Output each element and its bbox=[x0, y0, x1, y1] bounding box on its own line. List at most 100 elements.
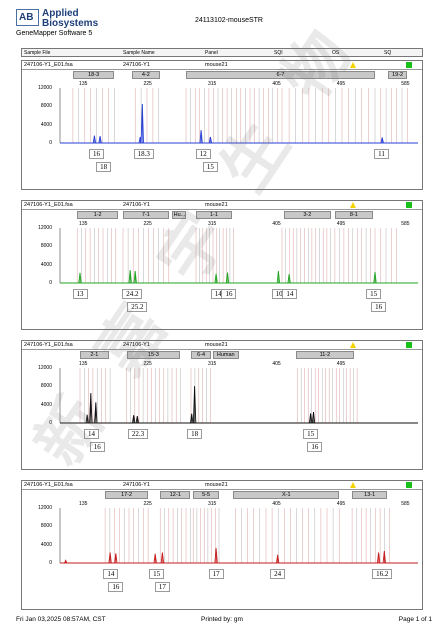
locus-marker[interactable]: 1-2 bbox=[77, 211, 118, 219]
allele-label[interactable]: 15 bbox=[366, 289, 382, 299]
locus-marker[interactable]: 2-1 bbox=[80, 351, 109, 359]
col-sample-file: Sample File bbox=[24, 50, 51, 56]
peak-mark bbox=[90, 393, 92, 423]
peak-mark bbox=[86, 414, 88, 424]
allele-label[interactable]: 14 bbox=[103, 569, 119, 579]
peak-mark bbox=[200, 130, 202, 143]
sample-name: 247106-Y1 bbox=[123, 62, 150, 68]
locus-marker[interactable]: 17-2 bbox=[105, 491, 149, 499]
warning-triangle-icon bbox=[350, 482, 356, 488]
allele-label[interactable]: 14 bbox=[84, 429, 99, 439]
allele-label[interactable]: 24 bbox=[270, 569, 286, 579]
allele-label[interactable]: 12 bbox=[195, 149, 211, 159]
y-tick-label: 8000 bbox=[40, 243, 52, 250]
allele-label[interactable]: 11 bbox=[373, 149, 389, 159]
trace-line bbox=[60, 270, 418, 284]
locus-marker[interactable]: 3-2 bbox=[284, 211, 331, 219]
y-tick-label: 8000 bbox=[40, 383, 52, 390]
peak-mark bbox=[374, 272, 376, 283]
locus-marker[interactable]: 7-1 bbox=[123, 211, 169, 219]
green-square-icon bbox=[406, 202, 412, 208]
x-tick-label: 405 bbox=[272, 221, 281, 227]
peak-mark bbox=[278, 271, 279, 283]
y-tick-label: 0 bbox=[49, 140, 52, 146]
peak-mark bbox=[115, 553, 117, 563]
sample-name: 247106-Y1 bbox=[123, 202, 150, 208]
allele-label[interactable]: 24.2 bbox=[122, 289, 143, 299]
allele-label[interactable]: 17 bbox=[208, 569, 224, 579]
panel-name: mouse21 bbox=[205, 342, 228, 348]
locus-marker[interactable]: 8-1 bbox=[334, 211, 373, 219]
x-tick-label: 585 bbox=[401, 81, 410, 87]
x-tick-label: 495 bbox=[336, 221, 346, 227]
allele-label[interactable]: 16 bbox=[221, 289, 237, 299]
locus-marker[interactable]: 1-1 bbox=[196, 211, 232, 219]
peak-mark bbox=[129, 270, 131, 283]
peak-mark bbox=[210, 137, 211, 143]
trace-svg bbox=[59, 368, 418, 424]
y-tick-label: 12000 bbox=[38, 225, 52, 231]
x-tick-label: 315 bbox=[207, 221, 217, 227]
locus-marker[interactable]: 4-2 bbox=[131, 71, 161, 79]
y-tick-label: 4000 bbox=[40, 401, 52, 408]
sample-info-row: 247106-Y1_E01.fsa 247106-Y1 mouse21 bbox=[22, 61, 422, 70]
col-sample-name: Sample Name bbox=[123, 50, 155, 56]
allele-label[interactable]: 18 bbox=[187, 429, 203, 439]
allele-label[interactable]: 14 bbox=[282, 289, 298, 299]
locus-marker[interactable]: 12-1 bbox=[160, 491, 191, 499]
trace-line bbox=[60, 386, 418, 424]
x-tick-label: 405 bbox=[272, 81, 281, 87]
x-tick-label: 225 bbox=[143, 501, 152, 507]
green-square-icon bbox=[406, 62, 412, 68]
peak-mark bbox=[191, 413, 192, 423]
peak-mark bbox=[310, 413, 311, 423]
locus-marker[interactable]: 13-1 bbox=[352, 491, 388, 499]
logo-letters: AB bbox=[19, 12, 34, 23]
locus-marker[interactable]: X-1 bbox=[233, 491, 340, 499]
allele-label[interactable]: 16 bbox=[89, 442, 105, 452]
peak-mark bbox=[194, 386, 195, 423]
peak-mark bbox=[313, 412, 314, 423]
allele-label[interactable]: 18.3 bbox=[133, 149, 154, 159]
allele-label[interactable]: 13 bbox=[72, 289, 88, 299]
locus-marker[interactable]: 19-2 bbox=[387, 71, 408, 79]
peak-mark bbox=[154, 553, 156, 563]
locus-marker[interactable]: 11-2 bbox=[296, 351, 354, 359]
x-tick-label: 405 bbox=[272, 361, 281, 367]
x-tick-label: 225 bbox=[143, 221, 152, 227]
y-tick-label: 12000 bbox=[38, 505, 52, 511]
locus-marker[interactable]: 6-4 bbox=[191, 351, 212, 359]
allele-label[interactable]: 15 bbox=[149, 569, 165, 579]
trace-svg bbox=[59, 508, 418, 564]
y-tick-label: 12000 bbox=[38, 365, 52, 371]
allele-label[interactable]: 16 bbox=[108, 582, 124, 592]
x-tick-label: 135 bbox=[79, 221, 88, 227]
y-tick-label: 4000 bbox=[40, 121, 52, 128]
panel-name: mouse21 bbox=[205, 482, 228, 488]
locus-marker[interactable]: Hu... bbox=[172, 211, 187, 219]
allele-label[interactable]: 16.2 bbox=[372, 569, 393, 579]
allele-label[interactable]: 16 bbox=[371, 302, 387, 312]
x-tick-label: 135 bbox=[79, 361, 88, 367]
allele-label[interactable]: 15 bbox=[202, 162, 218, 172]
allele-label[interactable]: 16 bbox=[89, 149, 105, 159]
locus-marker[interactable]: 15-3 bbox=[126, 351, 181, 359]
locus-marker[interactable]: Human bbox=[212, 351, 239, 359]
printed-by: Printed by: gm bbox=[201, 616, 243, 623]
locus-marker[interactable]: 18-3 bbox=[72, 71, 115, 79]
allele-label[interactable]: 18 bbox=[96, 162, 112, 172]
locus-marker[interactable]: 5-5 bbox=[193, 491, 219, 499]
peak-mark bbox=[142, 104, 143, 143]
col-panel: Panel bbox=[205, 50, 218, 56]
plot-area bbox=[22, 508, 424, 564]
allele-label[interactable]: 15 bbox=[303, 429, 319, 439]
peak-mark bbox=[384, 551, 385, 563]
locus-marker[interactable]: 6-7 bbox=[186, 71, 376, 79]
allele-label[interactable]: 25.2 bbox=[127, 302, 148, 312]
allele-label[interactable]: 17 bbox=[154, 582, 170, 592]
x-tick-label: 315 bbox=[207, 81, 217, 87]
allele-label[interactable]: 16 bbox=[307, 442, 323, 452]
allele-label[interactable]: 22.3 bbox=[128, 429, 149, 439]
sample-file: 247106-Y1_E01.fsa bbox=[24, 342, 73, 348]
trace-svg bbox=[59, 228, 418, 284]
